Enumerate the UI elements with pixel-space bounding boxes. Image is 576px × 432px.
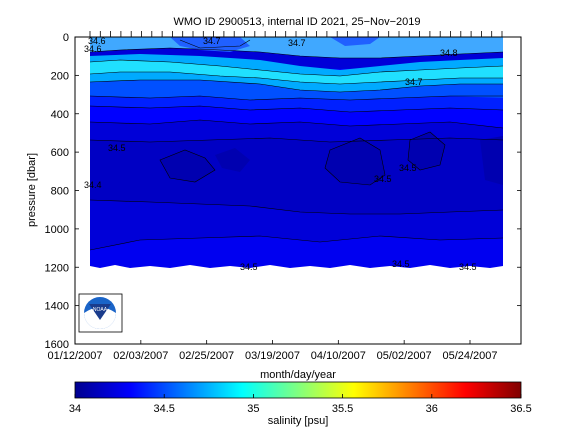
y-axis: 0 200 400 600 800 1000 1200 1400 1600 — [45, 32, 521, 351]
noaa-logo: NOAA — [78, 293, 123, 333]
band-subsurface-cyan — [90, 54, 503, 92]
colorbar-ticks: 34 34.5 35 35.5 36 36.5 — [69, 394, 532, 415]
contour-label: 34.5 — [240, 262, 258, 272]
salinity-section — [90, 37, 503, 270]
contour-lines — [90, 39, 503, 251]
colorbar-tick-label: 35 — [247, 403, 259, 415]
y-tick-label: 1400 — [45, 301, 69, 313]
contour-label: 34.7 — [203, 36, 221, 46]
contour-label: 34.5 — [399, 163, 417, 173]
y-tick-label: 800 — [51, 186, 69, 198]
x-axis: 01/12/2007 02/03/2007 02/25/2007 03/19/2007… — [47, 340, 498, 362]
band-subsurface-core — [90, 60, 503, 84]
contour-label: 34.6 — [88, 36, 106, 46]
colorbar-tick-label: 35.5 — [332, 403, 353, 415]
y-tick-label: 0 — [63, 32, 69, 44]
y-tick-label: 1600 — [45, 339, 69, 351]
y-tick-label: 1200 — [45, 262, 69, 274]
x-tick-label: 02/25/2007 — [179, 350, 234, 362]
band-bottom-lighter — [90, 236, 503, 270]
contour-labels: 34.634.6 34.7 34.7 34.8 34.7 34.5 34.4 34.5 34.5… — [84, 36, 477, 272]
y-tick-label: 400 — [51, 109, 69, 121]
contour-label: 34.7 — [405, 77, 423, 87]
colorbar-tick-label: 34.5 — [153, 403, 174, 415]
x-tick-label: 01/12/2007 — [47, 350, 102, 362]
chart-title: WMO ID 2900513, internal ID 2021, 25−Nov… — [173, 16, 420, 28]
contour-label: 34.5 — [108, 143, 126, 153]
x-tick-label: 04/10/2007 — [311, 350, 366, 362]
profile-ticks — [89, 31, 503, 37]
y-tick-label: 200 — [51, 70, 69, 82]
y-axis-label: pressure [dbar] — [26, 153, 38, 227]
y-tick-label: 1000 — [45, 224, 69, 236]
colorbar-tick-label: 36.5 — [510, 403, 531, 415]
svg-text:NOAA: NOAA — [93, 307, 108, 313]
colorbar-tick-label: 36 — [426, 403, 438, 415]
x-axis-label: month/day/year — [260, 369, 336, 381]
colorbar-tick-label: 34 — [69, 403, 81, 415]
contour-label: 34.6 — [84, 44, 102, 54]
contour-label: 34.5 — [392, 259, 410, 269]
band-core-darker — [160, 132, 503, 185]
colorbar-label: salinity [psu] — [268, 415, 329, 427]
section-bottom-edge — [90, 265, 503, 275]
colorbar — [74, 381, 522, 399]
contour-label: 34.4 — [84, 180, 102, 190]
x-tick-label: 03/19/2007 — [245, 350, 300, 362]
contour-label: 34.5 — [374, 174, 392, 184]
band-surface-patch — [170, 37, 380, 52]
x-tick-label: 02/03/2007 — [113, 350, 168, 362]
contour-label: 34.7 — [288, 38, 306, 48]
x-tick-label: 05/24/2007 — [442, 350, 497, 362]
contour-label: 34.8 — [440, 48, 458, 58]
x-tick-label: 05/02/2007 — [377, 350, 432, 362]
y-tick-label: 600 — [51, 147, 69, 159]
contour-label: 34.5 — [459, 262, 477, 272]
